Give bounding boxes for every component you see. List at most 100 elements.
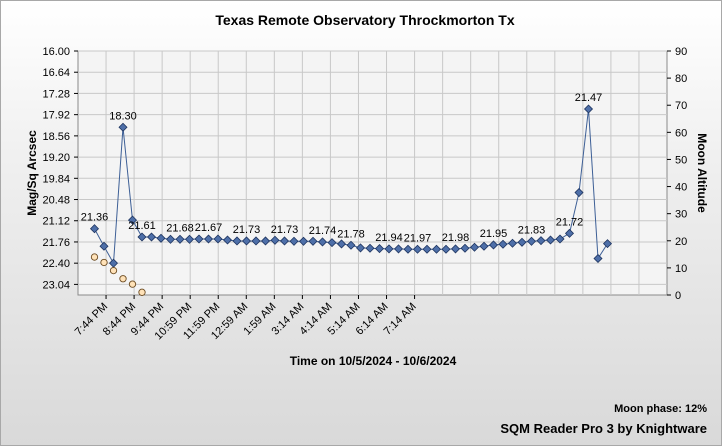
- sqm-data-point: [241, 236, 252, 246]
- y-tick-label: 20.48: [42, 195, 70, 207]
- y-tick-label: 16.64: [42, 67, 70, 79]
- y2-tick-label: 70: [675, 100, 687, 112]
- sqm-data-point: [137, 232, 147, 242]
- y2-tick-label: 60: [675, 127, 687, 139]
- y2-tick-label: 30: [675, 209, 687, 221]
- sqm-data-point: [203, 234, 214, 244]
- left-axis: 16.00 16.64 17.28 17.92 18.56 19.20 19.84 20.48…: [42, 46, 78, 291]
- sqm-data-label: 21.61: [128, 220, 156, 232]
- sqm-data-point: [469, 242, 480, 252]
- sqm-data-point: [431, 244, 442, 254]
- sqm-data-label: 21.94: [375, 232, 403, 244]
- sqm-data-label: 21.67: [195, 222, 223, 234]
- sqm-data-point: [536, 236, 546, 246]
- sqm-data-point: [270, 235, 280, 245]
- y-axis-label: Mag/Sq Arcsec: [25, 130, 39, 216]
- y-tick-label: 17.28: [42, 88, 70, 100]
- y-tick-label: 21.76: [42, 237, 70, 249]
- sqm-data-label: 21.68: [166, 222, 194, 234]
- sqm-data-point: [498, 239, 508, 249]
- sqm-data-point: [232, 236, 242, 246]
- sqm-data-label: 21.73: [271, 224, 299, 236]
- moon-altitude-point: [100, 258, 108, 267]
- sqm-data-point: [127, 215, 138, 225]
- sqm-data-point: [222, 235, 233, 245]
- sqm-data-point: [507, 238, 518, 248]
- sqm-data-point: [450, 244, 461, 254]
- chart-title: Texas Remote Observatory Throckmorton Tx: [215, 12, 514, 28]
- moon-altitude-point: [128, 280, 137, 288]
- sqm-data-point: [460, 243, 470, 253]
- moon-altitude-point: [90, 253, 99, 261]
- moon-altitude-point: [138, 288, 146, 296]
- y-tick-label: 18.56: [42, 131, 70, 143]
- sqm-data-point: [422, 244, 432, 254]
- y2-tick-label: 20: [675, 236, 687, 248]
- sqm-data-point: [384, 244, 394, 254]
- moon-altitude-point: [119, 275, 127, 283]
- sqm-data-point: [479, 241, 489, 251]
- y2-tick-label: 80: [675, 73, 687, 85]
- y-tick-label: 23.04: [42, 279, 70, 291]
- sqm-data-label: 21.73: [233, 224, 261, 236]
- sqm-data-label: 18.30: [109, 110, 137, 122]
- sqm-data-point: [99, 241, 109, 251]
- sqm-data-point: [213, 234, 223, 244]
- sqm-data-point: [289, 236, 299, 246]
- sqm-data-point: [327, 238, 337, 248]
- grid-lines: [78, 50, 667, 295]
- y2-tick-label: 50: [675, 154, 687, 166]
- sqm-data-point: [365, 243, 375, 253]
- sqm-data-point: [412, 244, 423, 254]
- x-axis-label: Time on 10/5/2024 - 10/6/2024: [290, 354, 457, 368]
- sqm-data-point: [317, 237, 328, 247]
- sqm-data-point: [251, 236, 261, 246]
- sqm-data-point: [574, 188, 584, 198]
- y2-tick-label: 40: [675, 182, 687, 194]
- y2-tick-label: 0: [675, 290, 681, 302]
- sqm-data-point: [441, 244, 451, 254]
- sqm-data-point: [517, 237, 527, 247]
- moon-phase-label: Moon phase: 12%: [614, 403, 707, 415]
- sqm-data-point: [279, 236, 290, 246]
- y-tick-label: 19.84: [42, 173, 70, 185]
- y-tick-label: 16.00: [42, 46, 70, 58]
- sqm-data-label: 21.98: [442, 232, 470, 244]
- sqm-data-point: [298, 236, 309, 246]
- moon-altitude-point: [109, 266, 118, 275]
- sqm-data-label: 21.78: [337, 228, 365, 240]
- sqm-data-point: [260, 236, 271, 246]
- plot-area: [77, 50, 668, 296]
- right-axis: 0 10 20 30 40 50 60 70 80 90: [667, 46, 687, 302]
- sqm-data-point: [89, 224, 100, 234]
- sqm-data-point: [108, 258, 119, 268]
- sqm-data-point: [175, 234, 185, 244]
- sqm-data-point: [194, 234, 204, 244]
- sqm-data-label: 22.26: [601, 1, 629, 4]
- sqm-data-point: [593, 254, 603, 264]
- sqm-data-label: 21.47: [575, 92, 603, 104]
- sqm-data-point: [602, 239, 613, 249]
- sqm-data-label: 21.83: [518, 224, 546, 236]
- sqm-data-point: [184, 234, 195, 244]
- y-tick-label: 17.92: [42, 110, 70, 122]
- sqm-data-point: [308, 236, 318, 246]
- sqm-data-point: [393, 244, 404, 254]
- sqm-data-point: [156, 233, 166, 243]
- sqm-data-point: [146, 232, 157, 242]
- series-layer: 21.36 18.30 21.61 21.68 21.67 21.73 21.73 21.74…: [81, 1, 629, 296]
- sqm-data-point: [555, 234, 565, 244]
- sqm-data-label: 21.74: [309, 225, 337, 237]
- sqm-data-point: [545, 235, 556, 245]
- credit-label: SQM Reader Pro 3 by Knightware: [500, 421, 707, 436]
- y2-tick-label: 90: [675, 46, 687, 58]
- sqm-data-point: [346, 240, 356, 250]
- sqm-data-label: 21.95: [480, 228, 508, 240]
- sqm-data-label: 21.36: [81, 212, 109, 224]
- y2-axis-label: Moon Altitude: [695, 133, 709, 213]
- sqm-data-point: [165, 234, 176, 244]
- sqm-data-point: [526, 236, 537, 246]
- sqm-data-point: [118, 122, 128, 132]
